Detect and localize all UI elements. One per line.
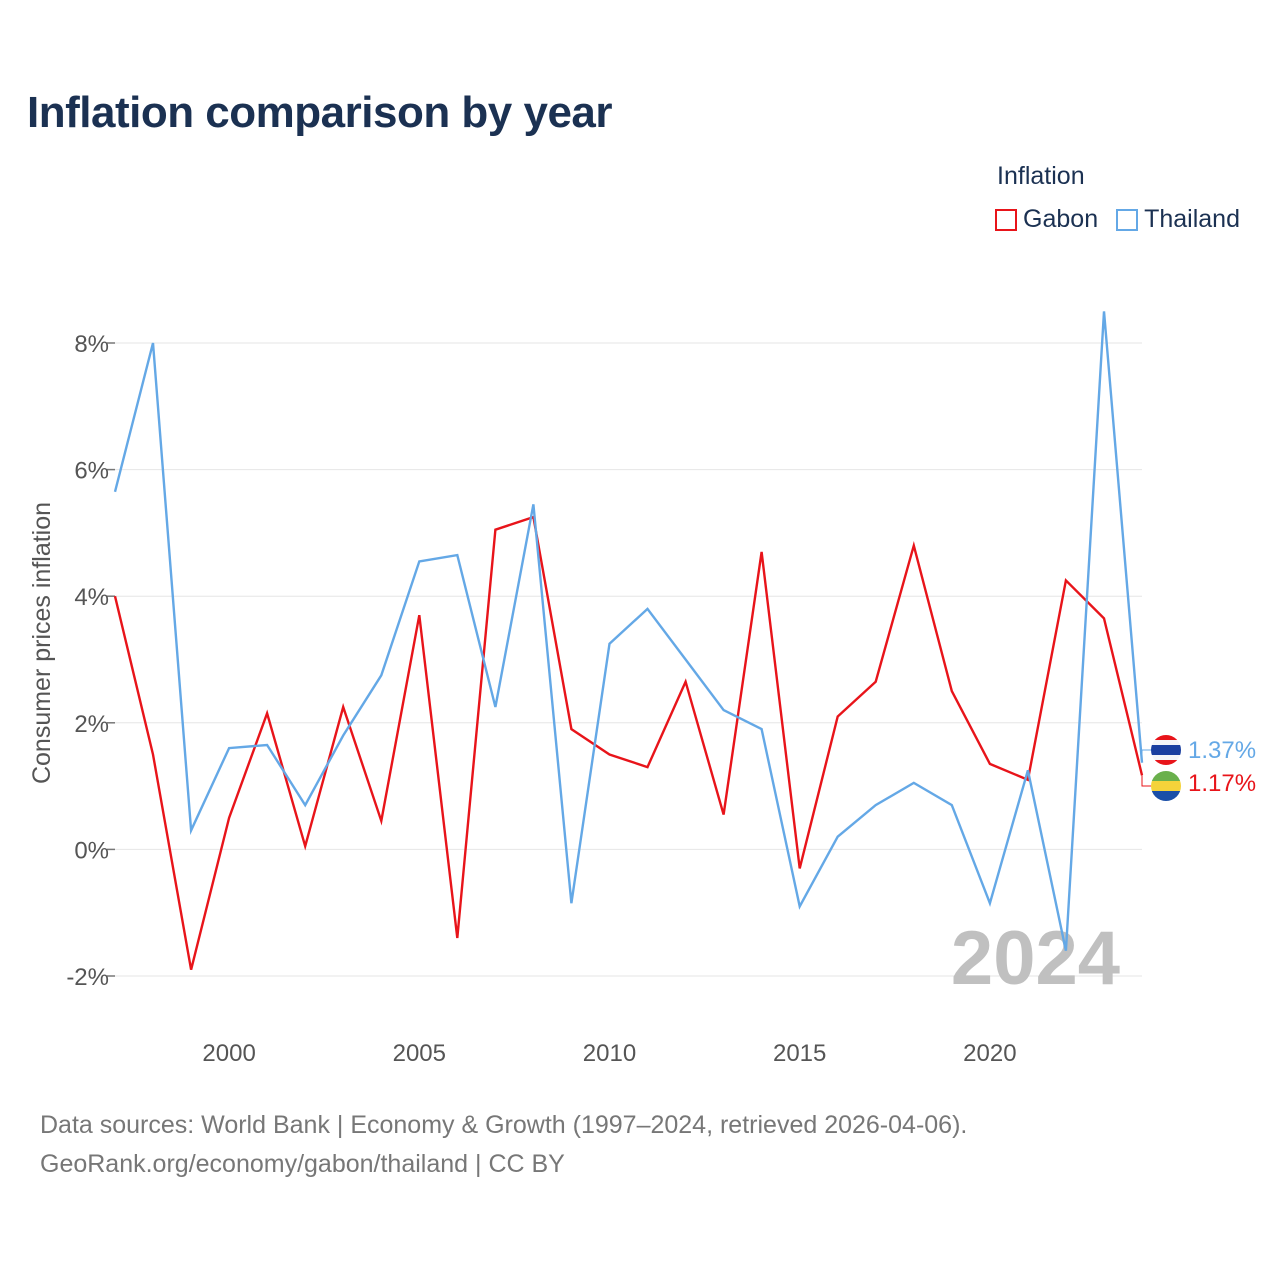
y-axis-label: Consumer prices inflation: [28, 502, 56, 784]
thailand-flag-icon: [1151, 735, 1181, 765]
series-line-gabon: [115, 517, 1142, 970]
y-tick-label: 2%: [74, 711, 109, 738]
x-tick-label: 2010: [583, 1040, 636, 1067]
y-tick-label: 4%: [74, 584, 109, 611]
end-label-thailand: 1.37%: [1188, 737, 1256, 764]
gridlines: [115, 343, 1142, 976]
y-tick-label: -2%: [66, 964, 109, 991]
source-line-2: GeoRank.org/economy/gabon/thailand | CC …: [40, 1145, 967, 1184]
end-connector-thailand: [1142, 750, 1151, 763]
x-tick-label: 2000: [202, 1040, 255, 1067]
y-tick-label: 0%: [74, 837, 109, 864]
end-label-gabon: 1.17%: [1188, 770, 1256, 797]
x-tick-label: 2005: [393, 1040, 446, 1067]
x-tick-label: 2015: [773, 1040, 826, 1067]
end-connector-gabon: [1142, 775, 1151, 786]
series-line-thailand: [115, 311, 1142, 950]
gabon-flag-icon: [1151, 771, 1181, 801]
y-tick-label: 6%: [74, 458, 109, 485]
year-watermark: 2024: [951, 916, 1120, 1001]
x-axis-ticks: 2000 2005 2010 2015 2020: [202, 1040, 1016, 1067]
x-tick-label: 2020: [963, 1040, 1016, 1067]
source-line-1: Data sources: World Bank | Economy & Gro…: [40, 1106, 967, 1145]
line-chart: -2% 0% 2% 4% 6% 8% 2000 2005 2010 2015 2020 Consu…: [0, 0, 1280, 1090]
y-axis-ticks: -2% 0% 2% 4% 6% 8%: [66, 331, 115, 991]
y-tick-label: 8%: [74, 331, 109, 358]
source-note: Data sources: World Bank | Economy & Gro…: [40, 1106, 967, 1184]
